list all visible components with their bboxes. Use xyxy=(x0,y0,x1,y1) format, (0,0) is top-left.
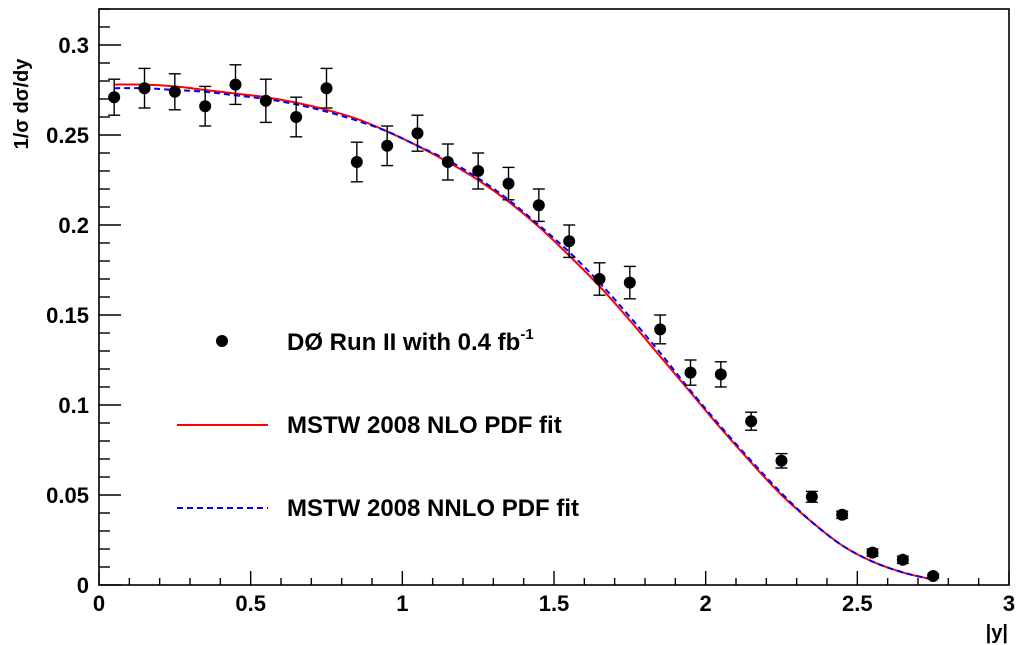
x-axis: 0 0.5 1 1.5 2 2.5 3 xyxy=(93,571,1015,616)
y-axis: 0 0.05 0.1 0.15 0.2 0.25 0.3 xyxy=(46,8,121,598)
data-point xyxy=(350,156,363,168)
data-point xyxy=(866,546,879,559)
data-point xyxy=(775,454,788,467)
data-point xyxy=(684,366,697,379)
x-tick-label: 0.5 xyxy=(235,591,266,616)
data-point xyxy=(745,415,758,428)
legend-label-data: DØ Run II with 0.4 fb-1 xyxy=(287,326,534,356)
data-point xyxy=(472,165,485,177)
data-point xyxy=(381,139,394,152)
x-tick-label: 0 xyxy=(93,591,105,616)
data-point xyxy=(290,111,303,123)
data-point xyxy=(896,553,909,566)
data-point xyxy=(805,490,818,503)
data-point xyxy=(532,199,545,212)
data-point xyxy=(563,235,576,248)
y-tick-label: 0.15 xyxy=(46,303,89,328)
data-point xyxy=(199,100,212,113)
y-tick-label: 0.1 xyxy=(58,393,89,418)
legend: DØ Run II with 0.4 fb-1 MSTW 2008 NLO PD… xyxy=(177,326,579,522)
data-point xyxy=(411,127,424,140)
x-tick-label: 1.5 xyxy=(539,591,570,616)
legend-label-data-main: DØ Run II with 0.4 fb xyxy=(287,329,520,356)
data-point xyxy=(654,323,667,336)
x-tick-label: 2.5 xyxy=(842,591,873,616)
y-axis-title: 1/σ dσ/dy xyxy=(11,58,33,150)
y-tick-label: 0.25 xyxy=(46,123,89,148)
x-tick-label: 3 xyxy=(1003,591,1015,616)
data-point xyxy=(168,85,181,98)
data-point xyxy=(138,82,151,95)
legend-marker-data xyxy=(216,335,228,347)
y-tick-label: 0.3 xyxy=(58,33,89,58)
series-line-nnlo xyxy=(114,87,934,581)
data-point xyxy=(259,94,272,107)
data-point xyxy=(320,82,333,95)
y-tick-label: 0.2 xyxy=(58,213,89,238)
legend-label-data-superscript: -1 xyxy=(520,326,533,343)
data-point xyxy=(623,276,636,289)
data-point xyxy=(502,177,515,190)
y-tick-label: 0 xyxy=(77,573,89,598)
data-point xyxy=(593,273,606,285)
x-tick-label: 1 xyxy=(396,591,408,616)
data-point xyxy=(441,156,454,168)
x-axis-title: |y| xyxy=(986,622,1008,644)
x-tick-label: 2 xyxy=(700,591,712,616)
series-layer xyxy=(108,64,940,582)
legend-label-nlo: MSTW 2008 NLO PDF fit xyxy=(287,412,562,439)
y-tick-label: 0.05 xyxy=(46,483,89,508)
data-point xyxy=(714,368,727,381)
legend-label-nnlo: MSTW 2008 NNLO PDF fit xyxy=(287,495,579,522)
data-point xyxy=(108,91,121,104)
data-point xyxy=(927,570,940,582)
data-point xyxy=(229,78,242,91)
data-point xyxy=(836,508,849,521)
